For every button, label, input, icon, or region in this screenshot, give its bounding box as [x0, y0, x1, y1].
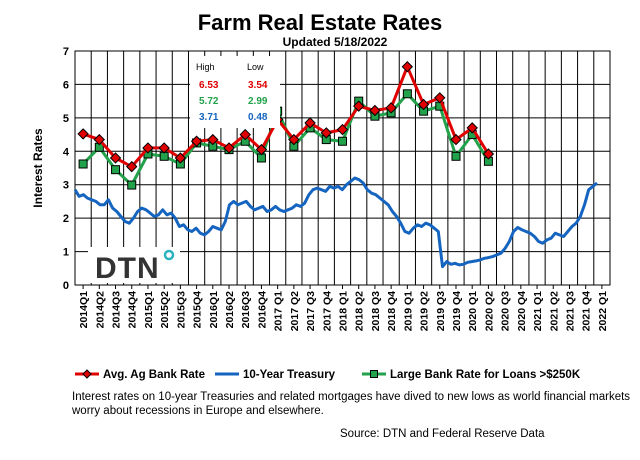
y-axis-label: Interest Rates: [31, 128, 45, 208]
marker-large-bank: [338, 136, 347, 146]
plot-area: [74, 50, 611, 286]
marker-ag-bank: [288, 133, 300, 146]
y-tick-label: 5: [63, 113, 69, 125]
marker-large-bank: [111, 165, 121, 175]
y-tick-label: 4: [63, 146, 70, 158]
x-tick-label: 2017 Q2: [289, 291, 301, 331]
marker-ag-bank: [93, 133, 106, 146]
x-tick-label: 2018 Q4: [386, 291, 398, 331]
y-tick-label: 7: [63, 46, 69, 58]
x-tick-label: 2018 Q3: [370, 291, 382, 331]
marker-ag-bank: [207, 133, 219, 146]
marker-ag-bank: [385, 102, 397, 114]
marker-ag-bank: [401, 61, 414, 73]
x-tick-label: 2019 Q4: [451, 291, 463, 331]
x-tick-label: 2016Q3: [240, 291, 252, 329]
x-tick-label: 2016Q2: [224, 291, 236, 329]
x-tick-label: 2021 Q3: [564, 291, 576, 331]
marker-large-bank: [78, 159, 88, 169]
stats-header-high: High: [196, 62, 215, 72]
x-tick-label: 2017 Q1: [273, 291, 285, 331]
marker-ag-bank: [434, 92, 446, 104]
marker-ag-bank: [223, 142, 235, 154]
y-tick-label: 1: [63, 247, 69, 259]
marker-ag-bank: [466, 122, 478, 134]
x-tick-label: 2017 Q3: [305, 291, 317, 331]
marker-ag-bank: [336, 123, 349, 136]
marker-ag-bank: [190, 135, 203, 147]
marker-ag-bank: [417, 98, 430, 111]
stats-high-value: 5.72: [199, 96, 219, 107]
y-tick-label: 3: [63, 180, 69, 192]
marker-ag-bank: [304, 117, 316, 129]
legend-label-ag-bank: Avg. Ag Bank Rate: [103, 369, 205, 381]
x-tick-label: 2020 Q4: [516, 291, 528, 331]
y-tick-label: 0: [63, 280, 69, 292]
chart-title: Farm Real Estate Rates: [197, 10, 443, 35]
x-tick-label: 2019 Q1: [402, 291, 414, 331]
x-tick-label: 2014Q4: [127, 291, 139, 329]
x-tick-label: 2020 Q3: [500, 291, 512, 331]
stats-low-value: 2.99: [248, 96, 268, 107]
x-tick-label: 2022 Q1: [597, 291, 609, 331]
stats-high-value: 6.53: [199, 80, 219, 91]
marker-large-bank: [451, 151, 461, 161]
marker-ag-bank: [239, 128, 251, 141]
x-tick-label: 2020 Q1: [467, 291, 479, 331]
legend-marker-ag-bank: [82, 369, 92, 379]
stats-high-value: 3.71: [199, 112, 219, 123]
x-tick-label: 2016Q1: [208, 291, 220, 329]
marker-ag-bank: [158, 142, 170, 154]
chart-source: Source: DTN and Federal Reserve Data: [340, 428, 545, 440]
marker-large-bank: [127, 180, 137, 190]
stats-box-bg: [190, 56, 280, 128]
x-tick-label: 2019 Q3: [435, 291, 447, 331]
legend-label-treasury: 10-Year Treasury: [243, 369, 336, 381]
marker-ag-bank: [109, 152, 122, 164]
marker-ag-bank: [142, 142, 154, 154]
logo-dot-icon: [163, 249, 175, 261]
marker-ag-bank: [126, 160, 138, 173]
x-tick-label: 2014Q1: [78, 291, 90, 329]
x-tick-label: 2019 Q2: [419, 291, 431, 331]
y-tick-label: 2: [63, 213, 69, 225]
marker-ag-bank: [450, 133, 462, 146]
x-tick-label: 2021 Q2: [548, 291, 560, 331]
x-tick-label: 2018 Q2: [354, 291, 366, 331]
x-tick-label: 2021 Q1: [532, 291, 544, 331]
marker-ag-bank: [320, 127, 332, 139]
legend-marker-large-bank: [370, 370, 378, 378]
x-tick-label: 2014Q2: [94, 291, 106, 329]
x-tick-label: 2017 Q4: [321, 291, 333, 331]
x-tick-label: 2018 Q1: [338, 291, 350, 331]
x-tick-label: 2015Q1: [143, 291, 155, 329]
x-tick-label: 2020 Q2: [483, 291, 495, 331]
chart-note: Interest rates on 10-year Treasuries and…: [72, 391, 631, 417]
dtn-logo: DTN: [95, 252, 160, 285]
marker-ag-bank: [482, 148, 495, 160]
marker-ag-bank: [77, 128, 89, 140]
marker-ag-bank: [353, 100, 365, 112]
x-tick-label: 2021 Q4: [581, 291, 593, 331]
x-tick-label: 2014Q3: [111, 291, 123, 329]
stats-header-low: Low: [247, 62, 264, 72]
y-tick-label: 6: [63, 79, 69, 91]
marker-ag-bank: [174, 152, 187, 164]
x-tick-label: 2015Q4: [192, 291, 204, 329]
stats-low-value: 0.48: [248, 112, 268, 123]
x-tick-label: 2015Q2: [159, 291, 171, 329]
marker-ag-bank: [369, 104, 381, 117]
x-tick-label: 2015Q3: [175, 291, 187, 329]
stats-low-value: 3.54: [248, 80, 268, 91]
marker-large-bank: [402, 89, 412, 99]
marker-ag-bank: [255, 143, 268, 156]
x-tick-label: 2016Q4: [256, 291, 268, 329]
legend-label-large-bank: Large Bank Rate for Loans >$250K: [390, 369, 581, 381]
series-line-treasury: [73, 176, 598, 269]
chart-subtitle: Updated 5/18/2022: [282, 35, 388, 49]
